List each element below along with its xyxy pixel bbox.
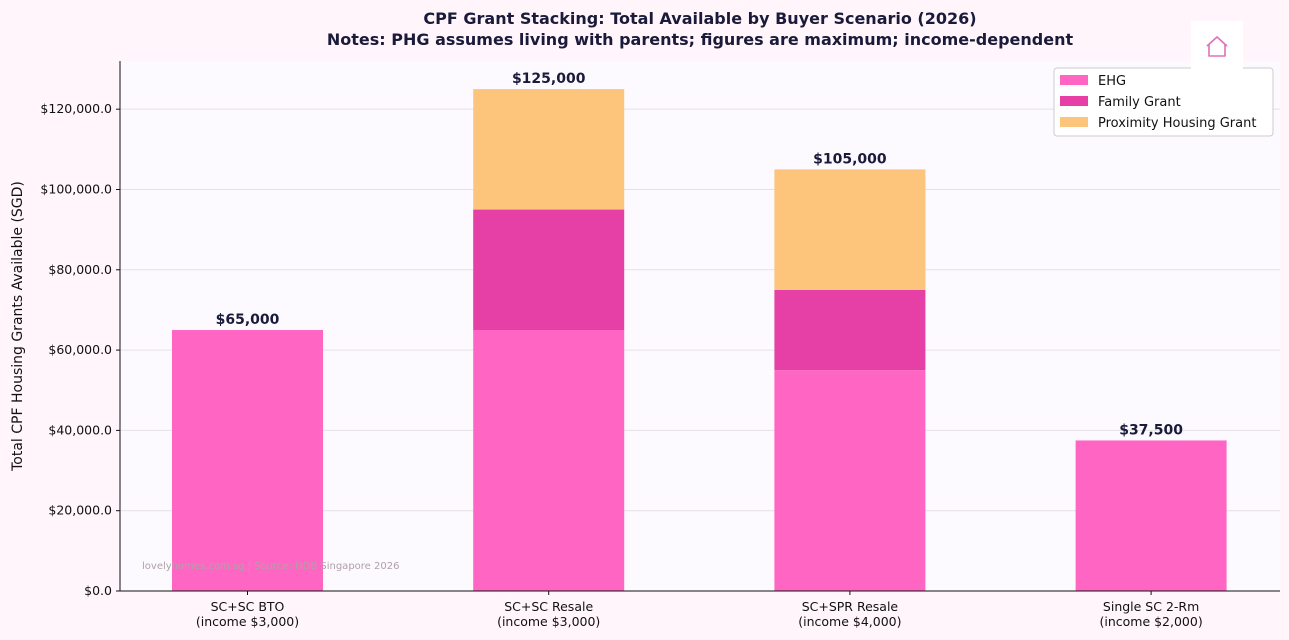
bar-ehg	[774, 370, 926, 591]
bar-family-grant	[473, 209, 625, 331]
y-tick-label: $80,000.0	[48, 262, 112, 277]
chart-subtitle: Notes: PHG assumes living with parents; …	[327, 30, 1074, 49]
x-tick-label: (income $3,000)	[497, 614, 600, 629]
x-tick-label: SC+SPR Resale	[802, 599, 899, 614]
watermark: lovelyhomes.com.sg | Source: HDB Singapo…	[142, 561, 399, 572]
bar-total-label: $37,500	[1119, 422, 1183, 438]
x-tick-label: (income $2,000)	[1099, 614, 1202, 629]
legend-box	[1053, 67, 1274, 137]
bar-ehg	[1075, 440, 1227, 591]
y-tick-label: $120,000.0	[40, 101, 112, 116]
legend-swatch	[1060, 96, 1088, 106]
axes	[119, 61, 1280, 592]
x-tick-label: SC+SC BTO	[211, 599, 285, 614]
bar-ehg	[172, 330, 323, 591]
legend-label: EHG	[1098, 74, 1126, 89]
y-tick-label: $40,000.0	[48, 422, 112, 437]
x-ticks: SC+SC BTO(income $3,000)SC+SC Resale(inc…	[196, 591, 1203, 629]
x-tick-label: (income $3,000)	[196, 614, 299, 629]
y-ticks: $0.0 $20,000.0 $40,000.0 $60,000.0 $80,000.0…	[40, 101, 120, 598]
x-tick-label: Single SC 2-Rm	[1103, 599, 1199, 614]
total-labels: $65,000 $125,000 $105,000 $37,500	[216, 71, 1184, 438]
legend-swatch	[1060, 117, 1088, 127]
bar-total-label: $65,000	[216, 312, 280, 328]
legend: EHG Family Grant Proximity Housing Grant	[1053, 67, 1274, 137]
chart-title: CPF Grant Stacking: Total Available by B…	[423, 9, 976, 28]
legend-swatch	[1060, 75, 1088, 85]
home-button[interactable]	[1191, 21, 1243, 69]
y-tick-label: $60,000.0	[48, 342, 112, 357]
legend-label: Proximity Housing Grant	[1098, 116, 1256, 131]
y-axis-label: Total CPF Housing Grants Available (SGD)	[10, 181, 26, 472]
home-button-background	[1191, 21, 1243, 69]
y-tick-label: $0.0	[84, 583, 112, 598]
bar-ehg	[473, 330, 625, 591]
y-tick-label: $20,000.0	[48, 503, 112, 518]
legend-label: Family Grant	[1098, 95, 1181, 110]
x-tick-label: SC+SC Resale	[504, 599, 593, 614]
home-icon	[1206, 36, 1228, 57]
bar-proximity-housing-grant	[473, 89, 625, 210]
x-tick-label: (income $4,000)	[798, 614, 901, 629]
y-tick-label: $100,000.0	[40, 181, 112, 196]
bars	[172, 89, 1227, 591]
bar-total-label: $125,000	[512, 71, 586, 87]
bar-proximity-housing-grant	[774, 169, 926, 290]
bar-family-grant	[774, 289, 926, 371]
bar-total-label: $105,000	[813, 151, 887, 167]
